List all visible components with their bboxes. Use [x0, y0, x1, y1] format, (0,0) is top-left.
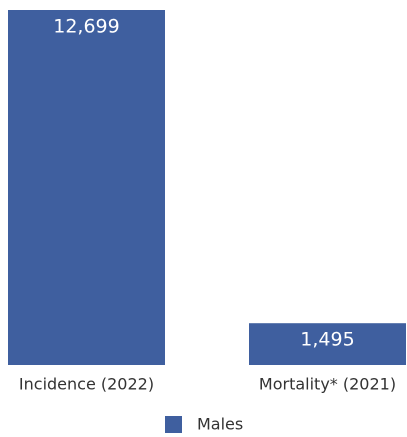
value-label: 1,495: [300, 329, 354, 351]
legend-swatch: [165, 416, 182, 433]
bar: [8, 10, 165, 365]
bar: [249, 323, 406, 365]
x-tick-label: Mortality* (2021): [259, 375, 396, 394]
x-tick-label: Incidence (2022): [19, 375, 154, 394]
legend-label: Males: [197, 415, 243, 434]
value-label: 12,699: [53, 16, 119, 38]
